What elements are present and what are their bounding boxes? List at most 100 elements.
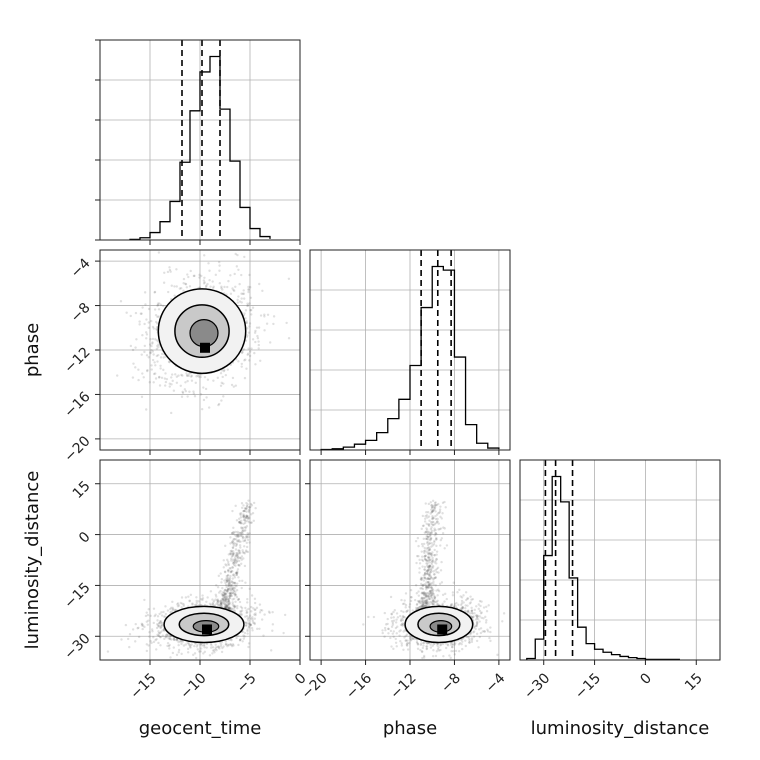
- sample-point: [202, 282, 206, 285]
- sample-point: [214, 598, 217, 601]
- sample-point: [248, 302, 251, 305]
- sample-point: [248, 273, 251, 277]
- histogram-panel-phase: [309, 249, 511, 455]
- sample-point: [220, 602, 223, 605]
- sample-point: [231, 541, 235, 544]
- sample-point: [458, 642, 462, 645]
- sample-point: [129, 314, 132, 318]
- sample-point: [387, 627, 390, 631]
- sample-point: [198, 276, 201, 279]
- sample-point: [425, 534, 428, 538]
- sample-point: [222, 593, 225, 596]
- sample-point: [424, 515, 427, 518]
- sample-point: [244, 519, 247, 523]
- sample-point: [428, 547, 432, 551]
- sample-point: [227, 598, 230, 602]
- sample-point: [209, 646, 213, 649]
- y-tick-label: −4: [68, 255, 94, 281]
- sample-point: [237, 520, 241, 524]
- sample-point: [151, 341, 154, 344]
- sample-point: [420, 555, 424, 558]
- sample-point: [154, 613, 157, 616]
- sample-point: [422, 574, 425, 577]
- sample-point: [430, 506, 434, 509]
- sample-point: [229, 643, 233, 647]
- sample-point: [258, 627, 261, 630]
- sample-point: [242, 557, 245, 560]
- sample-point: [242, 513, 245, 516]
- x-tick-label: −5: [234, 670, 260, 696]
- sample-point: [426, 568, 430, 572]
- sample-point: [461, 605, 464, 609]
- sample-point: [186, 374, 189, 377]
- sample-point: [227, 582, 231, 585]
- sample-point: [473, 608, 476, 612]
- sample-point: [433, 573, 436, 576]
- sample-point: [248, 325, 251, 328]
- sample-point: [184, 643, 187, 646]
- sample-point: [223, 570, 227, 574]
- sample-point: [425, 647, 428, 651]
- sample-point: [230, 591, 233, 595]
- sample-point: [240, 609, 244, 612]
- sample-point: [182, 277, 186, 281]
- panels: −30 −15 0 15−20−16−12−8−4−15 −10 −5 0−30−15015…: [61, 39, 721, 703]
- sample-point: [149, 639, 152, 643]
- sample-point: [245, 525, 249, 528]
- sample-point: [152, 327, 155, 330]
- sample-point: [152, 353, 155, 356]
- sample-point: [240, 301, 243, 304]
- sample-point: [145, 354, 149, 357]
- sample-point: [145, 649, 149, 653]
- sample-point: [144, 331, 148, 334]
- sample-point: [437, 528, 440, 531]
- sample-point: [261, 289, 264, 293]
- sample-point: [197, 600, 200, 603]
- sample-point: [421, 587, 425, 591]
- sample-point: [245, 320, 248, 323]
- sample-point: [457, 643, 461, 646]
- sample-point: [425, 530, 428, 533]
- sample-point: [144, 303, 147, 306]
- sample-point: [237, 551, 241, 555]
- sample-point: [231, 566, 234, 569]
- sample-point: [449, 603, 453, 606]
- sample-point: [161, 634, 165, 637]
- sample-point: [421, 544, 424, 548]
- sample-point: [225, 594, 228, 598]
- sample-point: [426, 559, 430, 562]
- sample-point: [450, 643, 453, 647]
- sample-point: [228, 594, 231, 598]
- sample-point: [432, 516, 435, 520]
- sample-point: [232, 592, 235, 595]
- sample-point: [225, 574, 228, 578]
- sample-point: [236, 555, 239, 558]
- sample-point: [141, 372, 144, 375]
- sample-point: [159, 644, 162, 647]
- sample-point: [216, 599, 219, 602]
- sample-point: [228, 594, 231, 598]
- sample-point: [249, 623, 252, 627]
- sample-point: [203, 650, 207, 654]
- sample-point: [156, 302, 160, 305]
- sample-point: [211, 646, 215, 649]
- sample-point: [221, 600, 225, 604]
- sample-point: [166, 609, 170, 612]
- sample-point: [470, 615, 474, 619]
- sample-point: [192, 392, 196, 395]
- sample-point: [214, 647, 217, 651]
- sample-point: [225, 605, 228, 608]
- sample-point: [424, 558, 428, 562]
- sample-point: [231, 540, 234, 543]
- sample-point: [244, 606, 247, 610]
- sample-point: [169, 607, 172, 611]
- sample-point: [247, 607, 250, 611]
- sample-point: [251, 338, 255, 341]
- sample-point: [143, 322, 146, 326]
- sample-point: [147, 307, 151, 311]
- sample-point: [224, 603, 227, 607]
- sample-point: [233, 542, 236, 545]
- sample-point: [227, 279, 230, 283]
- sample-point: [185, 286, 189, 289]
- sample-point: [260, 609, 264, 612]
